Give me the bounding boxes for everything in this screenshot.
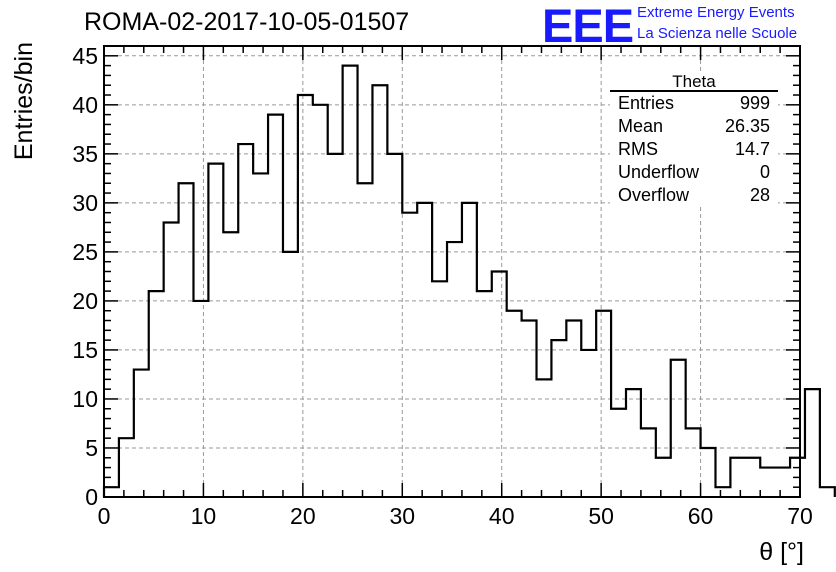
eee-logo: EEE: [542, 0, 634, 52]
x-axis-label: θ [°]: [759, 538, 804, 566]
stats-label: Mean: [618, 116, 664, 136]
x-tick-label: 30: [389, 503, 415, 529]
y-tick-labels: 0 5 10 15 20 25 30 35 40 45: [72, 43, 98, 510]
x-tick-labels: 0 10 20 30 40 50 60 70: [98, 503, 813, 529]
y-tick-label: 45: [72, 43, 98, 69]
logo-line-1: Extreme Energy Events: [637, 4, 795, 21]
stats-box: [610, 72, 778, 206]
y-tick-label: 5: [85, 435, 98, 461]
x-tick-label: 60: [688, 503, 714, 529]
x-tick-label: 20: [290, 503, 316, 529]
y-tick-label: 20: [72, 288, 98, 314]
y-axis-label: Entries/bin: [10, 42, 38, 160]
y-tick-label: 40: [72, 92, 98, 118]
stats-title: Theta: [672, 72, 716, 91]
logo-line-2: La Scienza nelle Scuole: [637, 25, 798, 42]
x-tick-label: 40: [489, 503, 515, 529]
histogram-step-line: [102, 64, 836, 497]
stats-value: 0: [759, 162, 770, 182]
y-tick-label: 15: [72, 337, 98, 363]
stats-value: 14.7: [734, 139, 770, 159]
stats-label: RMS: [618, 139, 658, 159]
stats-value: 26.35: [724, 116, 770, 136]
x-tick-label: 70: [787, 503, 813, 529]
x-tick-label: 0: [98, 503, 111, 529]
stats-value: 999: [739, 93, 770, 113]
stats-label: Entries: [618, 93, 675, 113]
y-tick-label: 0: [85, 484, 98, 510]
x-tick-label: 10: [191, 503, 217, 529]
x-tick-label: 50: [588, 503, 614, 529]
y-tick-label: 35: [72, 141, 98, 167]
stats-label: Overflow: [618, 185, 690, 205]
y-tick-label: 25: [72, 239, 98, 265]
run-title: ROMA-02-2017-10-05-01507: [84, 8, 410, 36]
y-tick-label: 30: [72, 190, 98, 216]
stats-label: Underflow: [618, 162, 700, 182]
axis-ticks: [103, 45, 801, 498]
stats-value: 28: [749, 185, 770, 205]
y-tick-label: 10: [72, 386, 98, 412]
